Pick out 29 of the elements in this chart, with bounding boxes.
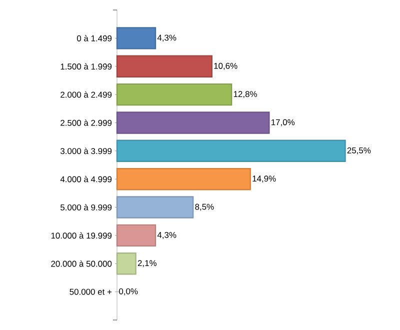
data-label: 2,1% [138,260,156,268]
data-label: 12,8% [234,91,257,98]
data-label: 0,0% [119,288,138,296]
data-label: 4,3% [157,34,176,42]
bar [116,168,251,190]
y-tick-label: 2.000 à 2.499 [60,91,112,98]
bar [116,252,136,275]
y-tick-label: 0 à 1.499 [76,35,112,42]
y-tick-label: 3.000 à 3.999 [60,148,112,154]
bar [116,55,212,78]
y-tick-label: 5.000 à 9.999 [60,204,112,210]
data-label: 10,6% [214,62,238,70]
y-tick-label: 20.000 à 50.000 [51,260,112,267]
bar [116,27,156,50]
y-tick-label: 4.000 à 4.999 [60,176,112,182]
y-tick-label: 50.000 et + [70,288,112,295]
bar [116,224,156,247]
bar [116,196,194,218]
bar [116,112,270,134]
bar [116,140,346,162]
data-label: 25,5% [347,147,371,154]
y-tick-label: 1.500 à 1.999 [60,63,112,70]
data-label: 14,9% [252,176,276,183]
data-label: 4,3% [157,232,176,239]
data-label: 17,0% [271,119,295,126]
data-label: 8,5% [195,204,214,211]
y-tick-label: 2.500 à 2.999 [60,120,112,126]
bar [116,83,232,106]
y-tick-label: 10.000 à 19.999 [51,232,112,239]
